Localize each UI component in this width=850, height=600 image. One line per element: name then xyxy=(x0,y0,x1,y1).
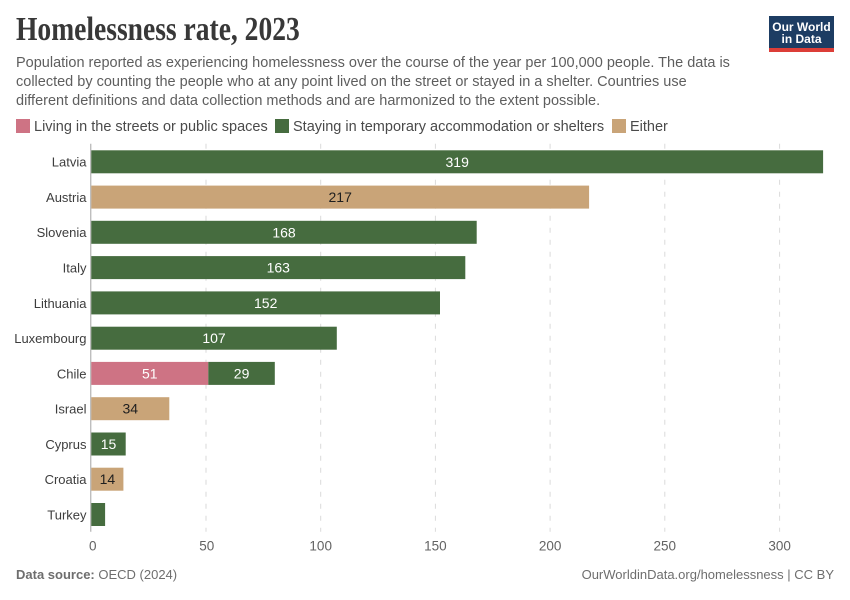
svg-text:50: 50 xyxy=(199,539,214,554)
svg-text:Austria: Austria xyxy=(46,190,87,205)
svg-text:14: 14 xyxy=(100,471,116,487)
svg-text:107: 107 xyxy=(202,330,226,346)
svg-text:0: 0 xyxy=(89,539,97,554)
svg-text:250: 250 xyxy=(654,539,677,554)
svg-text:150: 150 xyxy=(424,539,447,554)
svg-text:Italy: Italy xyxy=(63,261,87,276)
svg-text:Israel: Israel xyxy=(55,402,87,417)
svg-text:Cyprus: Cyprus xyxy=(45,437,87,452)
svg-text:100: 100 xyxy=(309,539,332,554)
svg-text:34: 34 xyxy=(123,401,139,417)
svg-text:168: 168 xyxy=(272,224,296,240)
svg-text:Luxembourg: Luxembourg xyxy=(14,331,86,346)
svg-text:319: 319 xyxy=(446,154,470,170)
svg-text:Croatia: Croatia xyxy=(45,472,88,487)
svg-text:29: 29 xyxy=(234,365,250,381)
svg-text:152: 152 xyxy=(254,295,278,311)
svg-text:Chile: Chile xyxy=(57,366,87,381)
svg-text:200: 200 xyxy=(539,539,562,554)
svg-text:Turkey: Turkey xyxy=(47,507,87,522)
svg-text:163: 163 xyxy=(267,260,291,276)
svg-text:Lithuania: Lithuania xyxy=(34,296,88,311)
svg-text:15: 15 xyxy=(101,436,117,452)
svg-text:51: 51 xyxy=(142,365,158,381)
svg-text:Latvia: Latvia xyxy=(52,155,87,170)
svg-text:300: 300 xyxy=(768,539,791,554)
svg-text:Slovenia: Slovenia xyxy=(37,225,88,240)
svg-text:217: 217 xyxy=(329,189,353,205)
